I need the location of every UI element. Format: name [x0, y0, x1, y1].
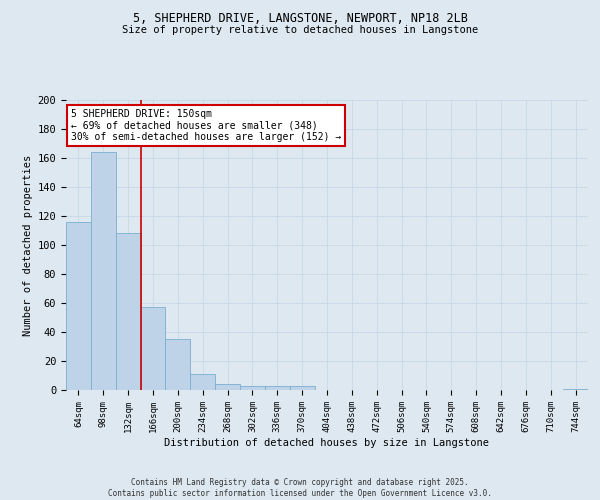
Bar: [166, 339, 190, 390]
Bar: [116, 234, 140, 390]
X-axis label: Distribution of detached houses by size in Langstone: Distribution of detached houses by size …: [164, 438, 490, 448]
Bar: [190, 374, 215, 390]
Bar: [563, 388, 588, 390]
Text: 5 SHEPHERD DRIVE: 150sqm
← 69% of detached houses are smaller (348)
30% of semi-: 5 SHEPHERD DRIVE: 150sqm ← 69% of detach…: [71, 108, 341, 142]
Bar: [140, 308, 166, 390]
Y-axis label: Number of detached properties: Number of detached properties: [23, 154, 34, 336]
Bar: [240, 386, 265, 390]
Bar: [66, 222, 91, 390]
Text: Size of property relative to detached houses in Langstone: Size of property relative to detached ho…: [122, 25, 478, 35]
Bar: [265, 386, 290, 390]
Bar: [91, 152, 116, 390]
Bar: [290, 386, 314, 390]
Bar: [215, 384, 240, 390]
Text: 5, SHEPHERD DRIVE, LANGSTONE, NEWPORT, NP18 2LB: 5, SHEPHERD DRIVE, LANGSTONE, NEWPORT, N…: [133, 12, 467, 26]
Text: Contains HM Land Registry data © Crown copyright and database right 2025.
Contai: Contains HM Land Registry data © Crown c…: [108, 478, 492, 498]
